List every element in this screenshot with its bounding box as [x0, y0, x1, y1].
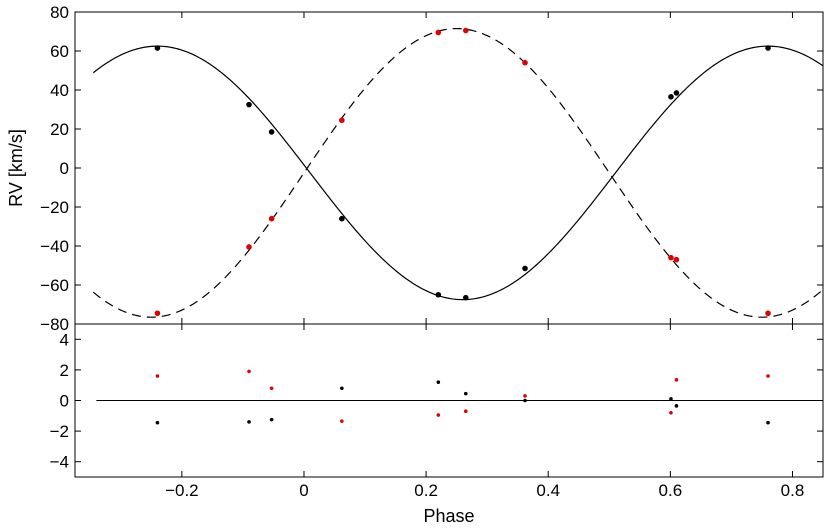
residual-y-tick-label: −4 — [50, 453, 69, 472]
secondary-rv-point — [673, 256, 680, 263]
rv-y-tick-label: −80 — [40, 315, 69, 334]
residual-y-tick-label: 0 — [60, 392, 69, 411]
secondary-residual-point — [523, 394, 527, 398]
phase-x-axis-label: Phase — [423, 506, 474, 526]
secondary-residual-point — [669, 410, 673, 415]
secondary-residual-point — [463, 409, 468, 414]
primary-rv-point — [462, 294, 469, 301]
primary-residual-point — [340, 386, 344, 391]
primary-rv-point — [668, 94, 674, 100]
phase-x-tick-label: 0.6 — [659, 481, 683, 500]
secondary-residual-point — [340, 419, 344, 423]
secondary-rv-point — [522, 59, 528, 66]
rv-y-tick-label: −20 — [40, 198, 69, 217]
rv-y-tick-label: 80 — [50, 3, 69, 22]
primary-rv-point — [765, 45, 771, 51]
primary-residual-point — [155, 420, 160, 425]
primary-residual-point — [523, 398, 527, 403]
secondary-residual-point — [766, 374, 770, 378]
rv-y-tick-label: 20 — [50, 120, 69, 139]
secondary-residual-point — [247, 369, 251, 374]
residual-y-tick-label: 2 — [60, 361, 69, 380]
secondary-rv-point — [435, 29, 442, 36]
rv-y-axis-label: RV [km/s] — [6, 129, 26, 207]
secondary-residual-point — [674, 378, 679, 382]
secondary-rv-point — [765, 310, 771, 317]
primary-rv-point — [673, 90, 680, 96]
primary-rv-point — [435, 291, 442, 298]
residual-panel: −0.2 0 0.2 0.4 0.6 0.8 −4 −2 0 2 4 Phase — [50, 323, 824, 526]
phase-x-tick-label: 0 — [299, 481, 308, 500]
phase-x-tick-label: 0.4 — [536, 481, 560, 500]
secondary-rv-point — [668, 254, 674, 261]
residual-axis-ticks: −0.2 0 0.2 0.4 0.6 0.8 −4 −2 0 2 4 — [50, 324, 823, 500]
rv-data-points — [154, 27, 771, 317]
secondary-residual-point — [155, 374, 160, 378]
primary-rv-point — [154, 45, 161, 51]
rv-y-tick-label: −40 — [40, 237, 69, 256]
rv-y-tick-label: 60 — [50, 42, 69, 61]
rv-axis-ticks: −80 −60 −40 −20 0 20 40 60 80 — [40, 3, 823, 334]
phase-x-tick-label: 0.2 — [414, 481, 438, 500]
secondary-rv-point — [268, 215, 275, 222]
rv-y-tick-label: −60 — [40, 276, 69, 295]
primary-residual-point — [463, 391, 468, 396]
secondary-residual-point — [269, 386, 274, 391]
primary-rv-point — [339, 215, 345, 222]
phase-x-tick-label: 0.8 — [781, 481, 805, 500]
primary-residual-point — [269, 417, 274, 422]
rv-y-tick-label: 40 — [50, 81, 69, 100]
secondary-model-curve — [92, 27, 824, 318]
residual-y-tick-label: 4 — [60, 330, 69, 349]
rv-panel-frame — [74, 11, 824, 325]
primary-residual-point — [766, 420, 770, 425]
primary-residual-point — [674, 404, 679, 408]
rv-y-tick-label: 0 — [60, 159, 69, 178]
secondary-rv-point — [462, 27, 469, 34]
primary-residual-point — [247, 420, 251, 424]
secondary-rv-point — [339, 117, 345, 124]
residual-data-points — [155, 369, 770, 425]
secondary-rv-point — [246, 244, 252, 250]
secondary-rv-point — [154, 310, 161, 317]
secondary-residual-point — [436, 413, 441, 417]
primary-rv-point — [268, 129, 275, 135]
rv-panel: −80 −60 −40 −20 0 20 40 60 80 RV [km/s] — [6, 3, 824, 334]
residual-y-tick-label: −2 — [50, 422, 69, 441]
primary-model-curve — [92, 45, 824, 301]
primary-rv-point — [246, 101, 252, 108]
primary-residual-point — [669, 397, 673, 401]
phase-x-tick-label: −0.2 — [165, 481, 199, 500]
primary-residual-point — [436, 380, 441, 384]
rv-model-curves — [92, 27, 824, 318]
primary-rv-point — [522, 265, 528, 272]
